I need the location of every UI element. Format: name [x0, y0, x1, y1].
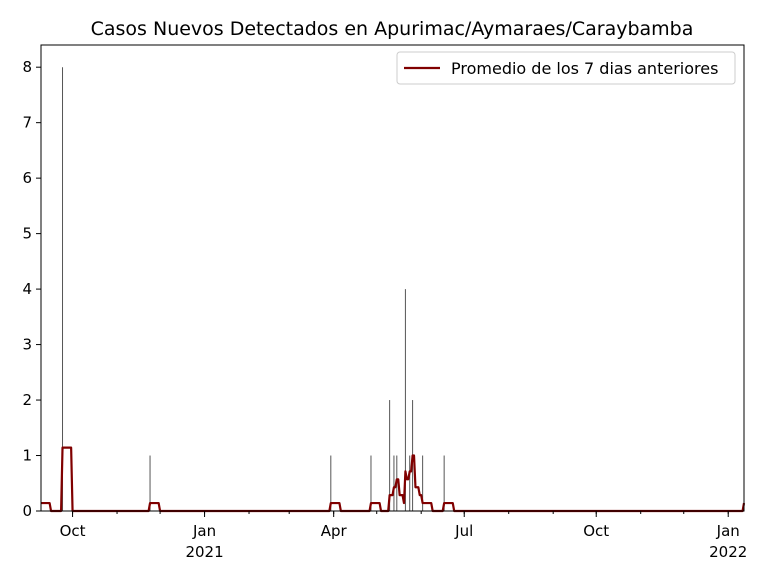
chart-title: Casos Nuevos Detectados en Apurimac/Ayma…	[91, 18, 694, 40]
y-tick-label: 6	[22, 169, 32, 187]
daily-cases-bars	[40, 67, 745, 511]
x-tick-label: Jan	[716, 522, 740, 540]
x-tick-label: Jan	[192, 522, 216, 540]
y-axis: 0 1 2 3 4 5 6 7 8	[22, 58, 41, 520]
x-axis: Oct Jan 2021 Apr Jul Oct Jan 2022	[60, 511, 747, 561]
y-tick-label: 4	[22, 280, 32, 298]
y-tick-label: 8	[22, 58, 32, 76]
rolling-average-line	[41, 446, 746, 513]
y-tick-label: 0	[22, 502, 32, 520]
x-tick-year-label: 2022	[709, 543, 747, 561]
x-tick-label: Apr	[321, 522, 348, 540]
plot-frame	[40, 44, 745, 512]
x-tick-label: Oct	[583, 522, 609, 540]
y-tick-label: 1	[22, 447, 32, 465]
legend-box	[396, 51, 736, 85]
legend-label-rolling-average: Promedio de los 7 dias anteriores	[451, 59, 718, 78]
plot-area	[40, 67, 746, 513]
y-tick-label: 7	[22, 114, 32, 132]
x-tick-label: Jul	[454, 522, 473, 540]
x-tick-year-label: 2021	[185, 543, 223, 561]
legend: Promedio de los 7 dias anteriores	[396, 51, 736, 85]
y-tick-label: 2	[22, 391, 32, 409]
y-tick-label: 3	[22, 336, 32, 354]
x-tick-label: Oct	[60, 522, 86, 540]
y-tick-label: 5	[22, 225, 32, 243]
